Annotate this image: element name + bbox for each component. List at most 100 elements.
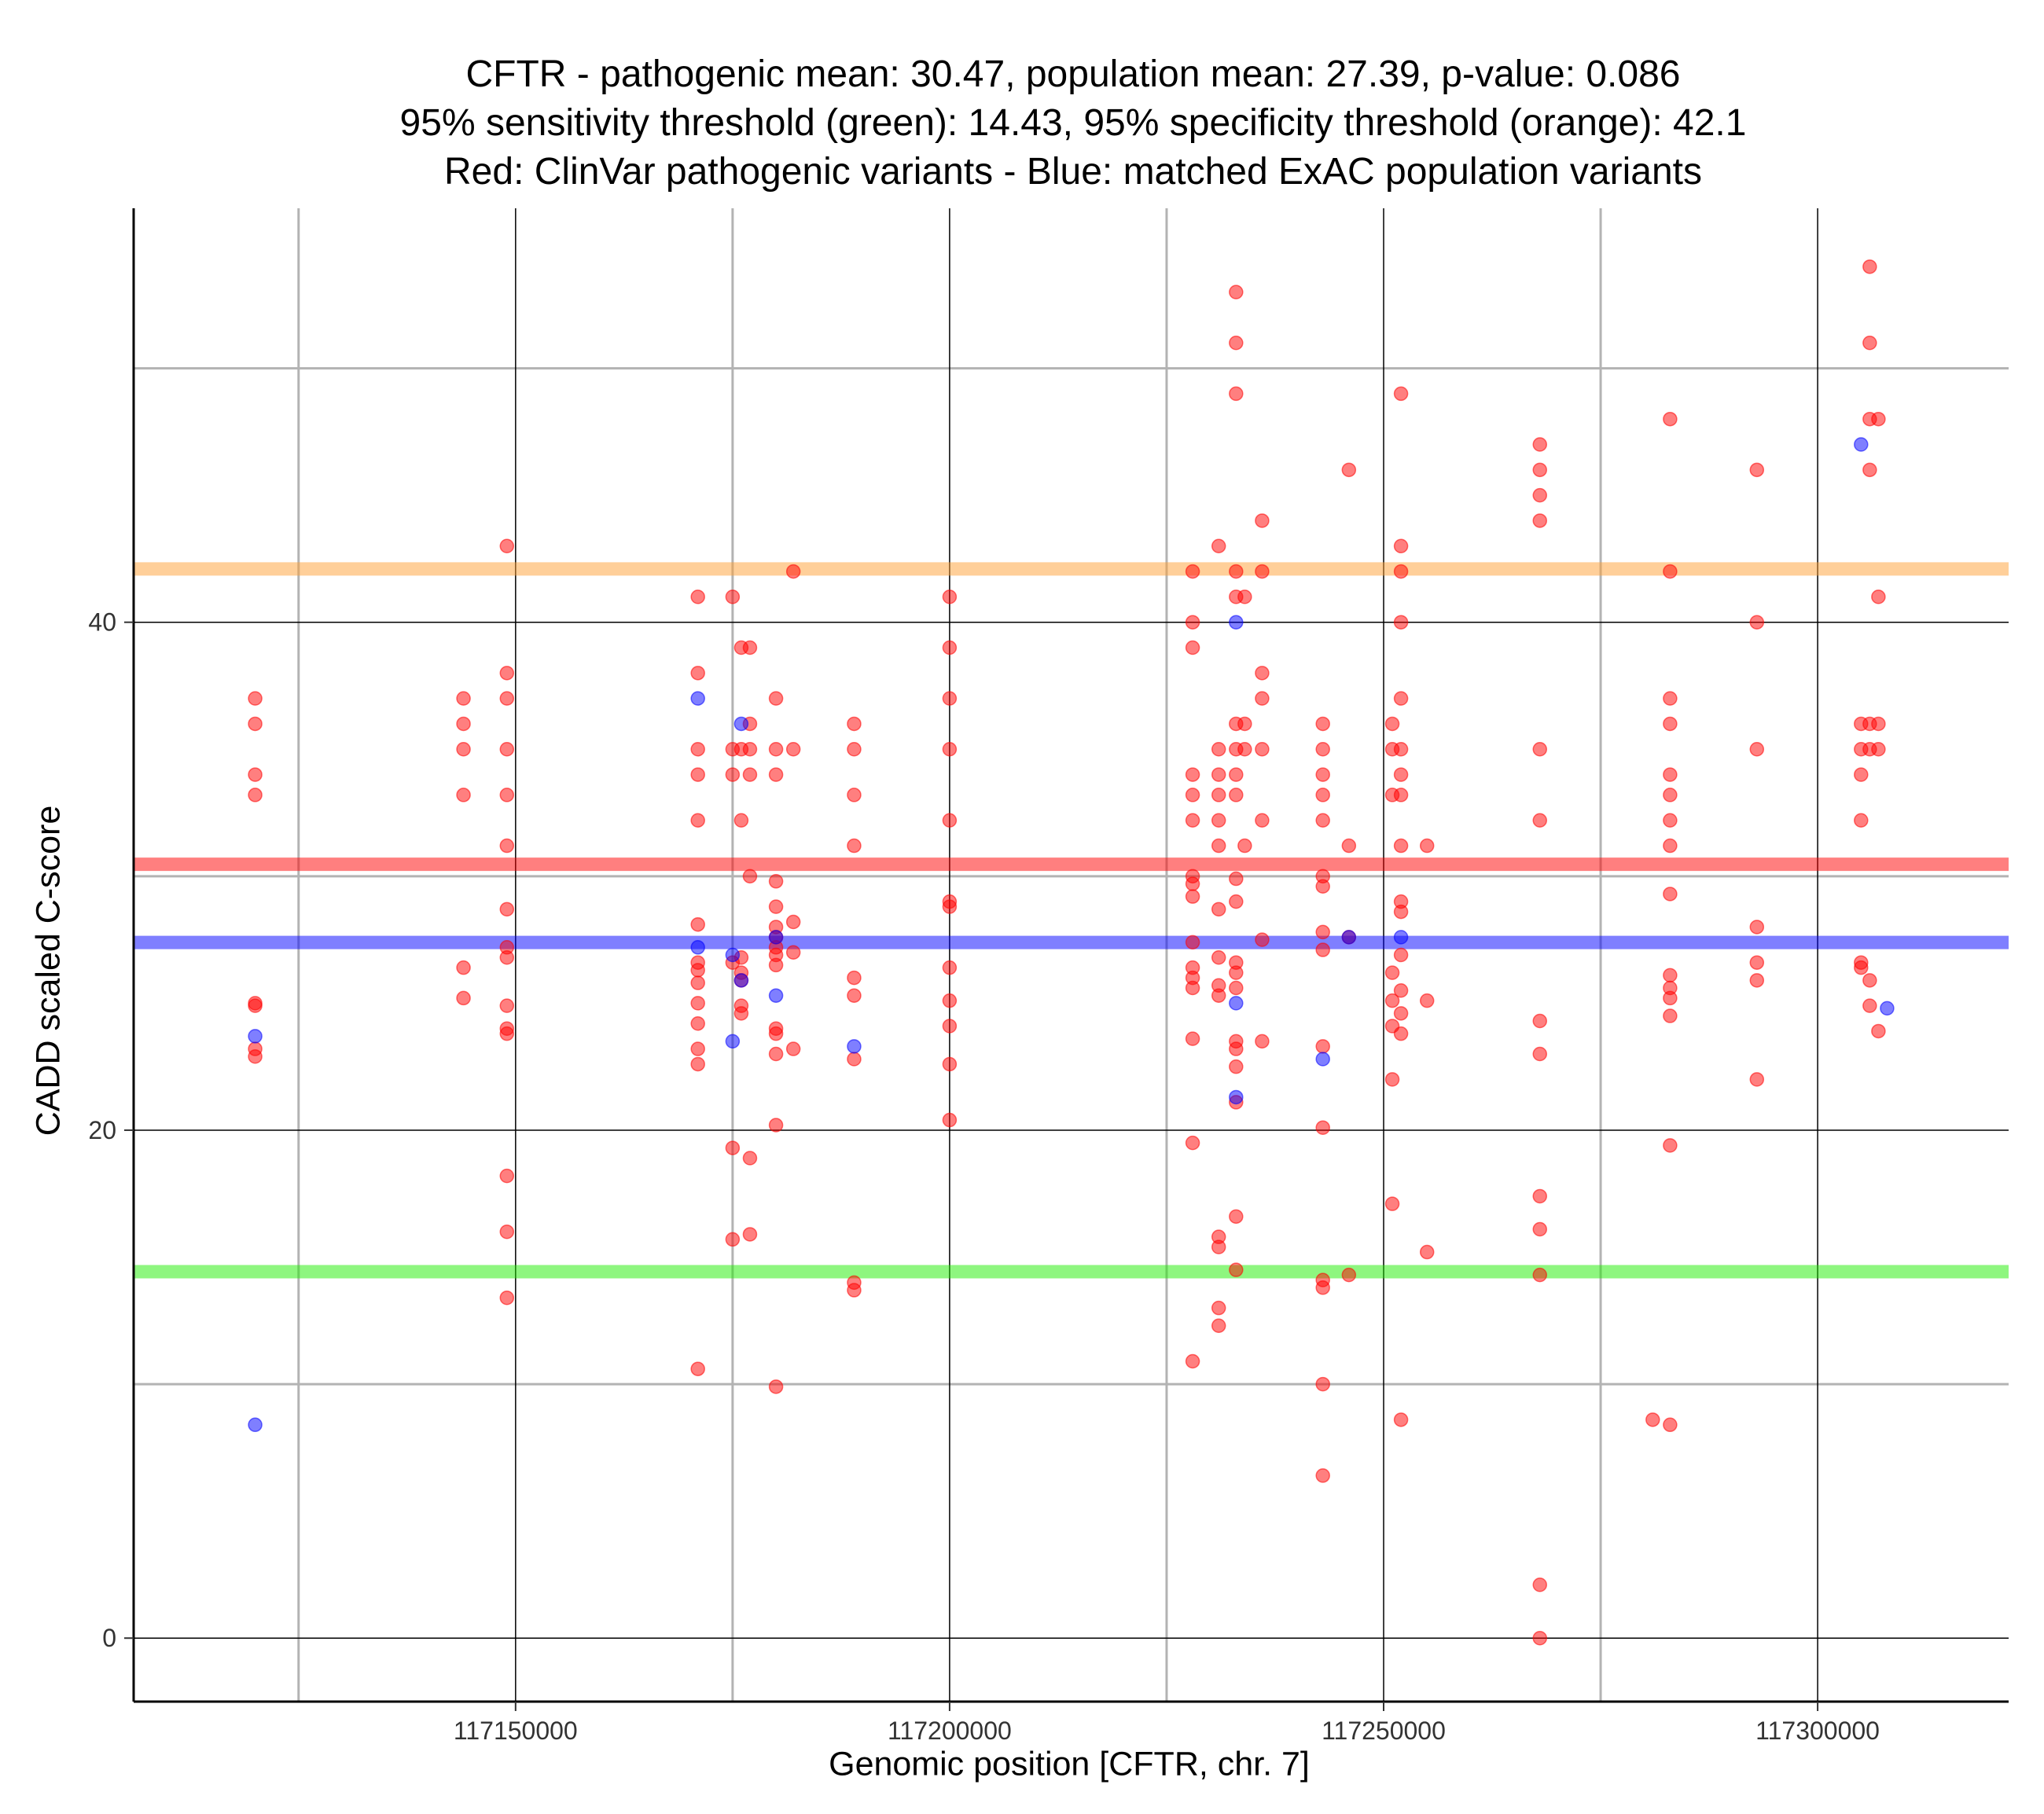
clinvar-point <box>499 691 515 706</box>
clinvar-point <box>1229 1041 1244 1056</box>
clinvar-point <box>1532 742 1547 757</box>
clinvar-point <box>248 998 263 1013</box>
clinvar-point <box>1229 788 1244 802</box>
clinvar-point <box>1384 993 1400 1008</box>
clinvar-point <box>1229 564 1244 579</box>
clinvar-point <box>847 788 862 802</box>
clinvar-point <box>942 691 958 706</box>
x-tick-label: 117300000 <box>1755 1717 1880 1745</box>
clinvar-point <box>768 1026 784 1041</box>
clinvar-point <box>1871 411 1886 427</box>
clinvar-point <box>785 1041 801 1056</box>
clinvar-point <box>1315 1120 1330 1135</box>
clinvar-point <box>1393 904 1409 920</box>
x-tick-label: 117250000 <box>1322 1717 1446 1745</box>
clinvar-point <box>742 742 758 757</box>
clinvar-point <box>248 1049 263 1064</box>
clinvar-point <box>942 993 958 1008</box>
clinvar-point <box>690 996 705 1011</box>
clinvar-point <box>1663 716 1678 732</box>
clinvar-point <box>1315 1280 1330 1295</box>
clinvar-point <box>456 691 471 706</box>
clinvar-point <box>742 868 758 884</box>
clinvar-point <box>1854 813 1869 828</box>
grid-layer <box>134 208 2009 1702</box>
clinvar-point <box>725 1140 741 1155</box>
clinvar-point <box>1229 1209 1244 1225</box>
exac-point <box>690 940 705 955</box>
clinvar-point <box>1229 386 1244 402</box>
exac-point <box>847 1039 862 1054</box>
clinvar-point <box>1185 1031 1200 1046</box>
clinvar-point <box>1393 838 1409 854</box>
clinvar-point <box>1384 1196 1400 1211</box>
clinvar-point <box>768 874 784 889</box>
clinvar-point <box>1532 487 1547 503</box>
clinvar-point <box>1663 691 1678 706</box>
clinvar-point <box>1749 973 1765 988</box>
clinvar-point <box>690 1015 705 1031</box>
clinvar-point <box>1229 767 1244 782</box>
clinvar-point <box>1315 716 1330 732</box>
clinvar-point <box>690 1041 705 1056</box>
clinvar-point <box>1645 1412 1660 1427</box>
clinvar-point <box>1185 767 1200 782</box>
clinvar-point <box>1315 942 1330 957</box>
clinvar-point <box>1663 788 1678 802</box>
clinvar-point <box>1871 1023 1886 1039</box>
clinvar-point <box>1211 1239 1226 1254</box>
clinvar-point <box>690 916 705 932</box>
clinvar-point <box>1185 564 1200 579</box>
clinvar-point <box>499 666 515 681</box>
exac-point <box>768 988 784 1003</box>
clinvar-point <box>785 945 801 960</box>
clinvar-point <box>1663 411 1678 427</box>
exac-point <box>248 1417 263 1433</box>
clinvar-point <box>499 742 515 757</box>
clinvar-point <box>1229 894 1244 909</box>
clinvar-point <box>847 988 862 1003</box>
y-tick-label: 0 <box>102 1624 116 1652</box>
exac-point <box>733 716 749 732</box>
clinvar-point <box>1315 767 1330 782</box>
clinvar-point <box>1663 1138 1678 1153</box>
clinvar-point <box>1862 259 1877 274</box>
clinvar-point <box>1255 742 1270 757</box>
chart-title-line-3: Red: ClinVar pathogenic variants - Blue:… <box>444 151 1702 193</box>
clinvar-point <box>1532 1577 1547 1592</box>
clinvar-point <box>1393 564 1409 579</box>
clinvar-point <box>1229 965 1244 980</box>
clinvar-point <box>248 691 263 706</box>
clinvar-point <box>1211 838 1226 854</box>
exac-point <box>1229 996 1244 1011</box>
chart-title-line-1: CFTR - pathogenic mean: 30.47, populatio… <box>465 53 1681 95</box>
clinvar-point <box>499 901 515 917</box>
clinvar-point <box>690 767 705 782</box>
clinvar-point <box>1237 589 1252 604</box>
clinvar-point <box>847 970 862 986</box>
clinvar-point <box>1185 935 1200 950</box>
clinvar-point <box>1862 336 1877 351</box>
clinvar-point <box>499 998 515 1013</box>
x-axis-title: Genomic position [CFTR, chr. 7] <box>829 1745 1310 1783</box>
clinvar-point <box>1749 615 1765 630</box>
clinvar-point <box>1185 615 1200 630</box>
clinvar-point <box>942 899 958 914</box>
clinvar-point <box>942 589 958 604</box>
clinvar-point <box>1237 742 1252 757</box>
clinvar-point <box>785 914 801 930</box>
clinvar-point <box>499 1290 515 1305</box>
clinvar-point <box>1255 813 1270 828</box>
clinvar-point <box>1341 462 1357 478</box>
clinvar-point <box>1185 889 1200 904</box>
clinvar-point <box>1393 1006 1409 1021</box>
clinvar-point <box>1384 965 1400 980</box>
exac-point <box>1229 615 1244 630</box>
clinvar-point <box>248 716 263 732</box>
clinvar-point <box>1255 691 1270 706</box>
clinvar-point <box>768 742 784 757</box>
clinvar-point <box>1255 666 1270 681</box>
clinvar-point <box>1393 615 1409 630</box>
clinvar-point <box>1663 887 1678 901</box>
